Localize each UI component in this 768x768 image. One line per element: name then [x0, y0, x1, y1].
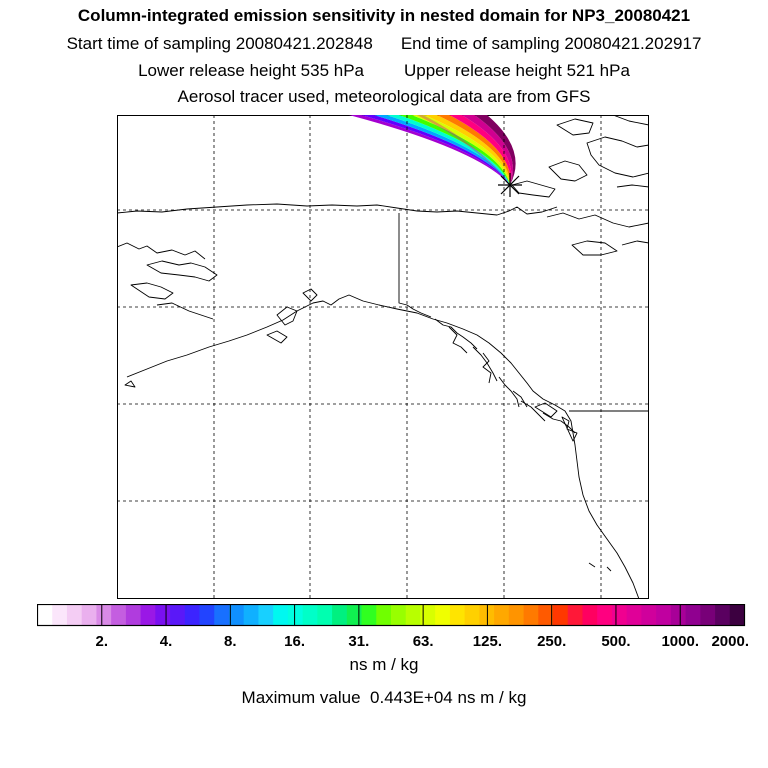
- lower-height-value: 535 hPa: [300, 61, 364, 80]
- colorbar-cell: [376, 604, 392, 626]
- colorbar-tick-label: 250.: [537, 633, 566, 650]
- colorbar-cell: [170, 604, 186, 626]
- plume-band: [436, 115, 511, 185]
- colorbar-cell: [37, 604, 53, 626]
- colorbar-cell: [582, 604, 598, 626]
- colorbar-cell: [523, 604, 539, 626]
- colorbar-major-ticks: [101, 604, 681, 626]
- maximum-value: 0.443E+04: [370, 688, 453, 707]
- colorbar-cell: [140, 604, 156, 626]
- colorbar-cell: [155, 604, 171, 626]
- colorbar-cell: [435, 604, 451, 626]
- colorbar-cell: [184, 604, 200, 626]
- colorbar-cell: [611, 604, 628, 626]
- colorbar-tick-label: 4.: [160, 633, 173, 650]
- map-panel: [117, 115, 649, 599]
- colorbar-cell: [361, 604, 377, 626]
- colorbar-cell: [111, 604, 127, 626]
- colorbar-cell: [66, 604, 83, 626]
- plume-band: [449, 115, 512, 185]
- colorbar-cell: [243, 604, 259, 626]
- colorbar-tick-label: 8.: [224, 633, 237, 650]
- colorbar-cell: [508, 604, 524, 626]
- colorbar-tick-label: 500.: [601, 633, 630, 650]
- colorbar-tick-labels: 0. 2. 4. 8. 16. 31. 63. 125. 250. 500. 1000. 2000.: [37, 633, 749, 650]
- colorbar-cell: [685, 604, 701, 626]
- tracer-info: Aerosol tracer used, meteorological data…: [177, 87, 591, 106]
- colorbar-cell: [81, 604, 97, 626]
- colorbar-cells: [37, 604, 745, 626]
- maximum-value-label: Maximum value: [241, 688, 361, 707]
- colorbar-cell: [391, 604, 407, 626]
- colorbar-cell: [125, 604, 142, 626]
- upper-height-value: 521 hPa: [566, 61, 630, 80]
- release-heights: Lower release height 535 hPa Upper releas…: [0, 61, 768, 81]
- colorbar-cell: [420, 604, 436, 626]
- colorbar-tick-label: 125.: [473, 633, 502, 650]
- coastlines: [117, 115, 649, 599]
- maximum-value-line: Maximum value 0.443E+04 ns m / kg: [0, 688, 768, 708]
- colorbar-cell: [597, 604, 613, 626]
- colorbar-cell: [302, 604, 318, 626]
- colorbar-tick-label: 16.: [284, 633, 305, 650]
- graticule: [117, 115, 649, 599]
- colorbar-cell: [52, 604, 68, 626]
- colorbar-units: ns m / kg: [349, 655, 419, 674]
- colorbar: 0. 2. 4. 8. 16. 31. 63. 125. 250. 500. 1000. 2000.: [37, 604, 749, 650]
- colorbar-cell: [641, 604, 657, 626]
- colorbar-cell: [258, 604, 274, 626]
- colorbar-cell: [317, 604, 333, 626]
- colorbar-tick-label: 63.: [413, 633, 434, 650]
- plume-band: [474, 115, 516, 185]
- colorbar-cell: [700, 604, 716, 626]
- colorbar-cell: [656, 604, 672, 626]
- colorbar-cell: [273, 604, 289, 626]
- colorbar-tick-label: 1000.: [661, 633, 699, 650]
- start-time-label: Start time of sampling: [66, 34, 231, 53]
- release-point-asterisk-icon: [498, 173, 522, 197]
- colorbar-frame: [37, 604, 746, 627]
- colorbar-cell: [405, 604, 421, 626]
- colorbar-cell: [626, 604, 642, 626]
- colorbar-cell: [214, 604, 230, 626]
- colorbar-tick-label: 2.: [96, 633, 109, 650]
- maximum-value-units: ns m / kg: [457, 688, 527, 707]
- emission-plume: [349, 115, 516, 185]
- colorbar-tick-label: 0.: [37, 633, 38, 650]
- lower-height-label: Lower release height: [138, 61, 296, 80]
- end-time-value: 20080421.202917: [564, 34, 702, 53]
- map-frame: [117, 115, 649, 599]
- sampling-times: Start time of sampling 20080421.202848 En…: [0, 34, 768, 54]
- colorbar-cell: [567, 604, 583, 626]
- colorbar-cell: [670, 604, 686, 626]
- colorbar-cell: [464, 604, 480, 626]
- colorbar-tick-label: 31.: [348, 633, 369, 650]
- colorbar-cell: [332, 604, 348, 626]
- colorbar-cell: [553, 604, 569, 626]
- start-time-value: 20080421.202848: [235, 34, 373, 53]
- colorbar-cell: [199, 604, 215, 626]
- colorbar-cell: [449, 604, 466, 626]
- colorbar-cell: [538, 604, 554, 626]
- colorbar-cell: [96, 604, 112, 626]
- colorbar-cell: [494, 604, 510, 626]
- plume-band: [461, 115, 514, 185]
- chart-title: Column-integrated emission sensitivity i…: [77, 6, 691, 25]
- end-time-label: End time of sampling: [400, 34, 560, 53]
- colorbar-cell: [228, 604, 245, 626]
- colorbar-tick-label: 2000.: [711, 633, 749, 650]
- colorbar-cell: [287, 604, 304, 626]
- colorbar-cell: [346, 604, 362, 626]
- upper-height-label: Upper release height: [404, 61, 562, 80]
- colorbar-cell: [729, 604, 745, 626]
- colorbar-cell: [715, 604, 731, 626]
